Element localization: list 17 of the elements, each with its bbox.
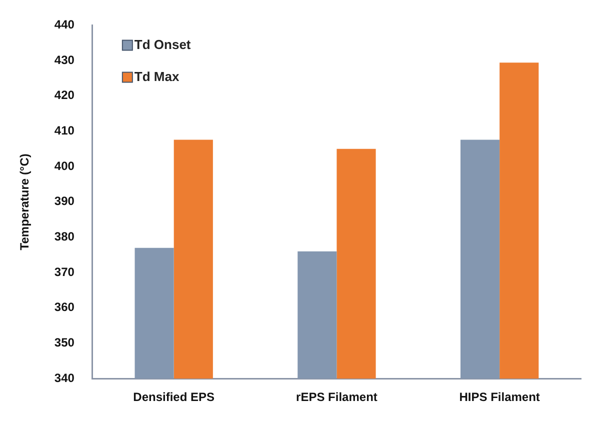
y-tick-label: 370 [54,264,75,279]
y-axis-title: Temperature (°C) [18,154,32,250]
y-tick-label: 420 [54,88,75,102]
y-tick-label: 440 [54,18,75,32]
y-tick-label: 380 [54,230,75,244]
y-tick-label: 410 [54,124,75,138]
y-tick-label: 340 [54,370,75,385]
x-tick-label: rEPS Filament [296,390,378,404]
y-tick-label: 390 [54,194,75,208]
y-tick-label: 430 [54,52,75,67]
x-tick-label: Densified EPS [133,390,215,404]
legend-label: Td Max [134,68,180,84]
legend-label: Td Onset [134,36,192,52]
x-tick-label: HIPS Filament [459,390,540,404]
y-tick-label: 360 [54,300,75,314]
y-tick-label: 400 [54,158,75,173]
y-tick-label: 350 [54,336,75,350]
